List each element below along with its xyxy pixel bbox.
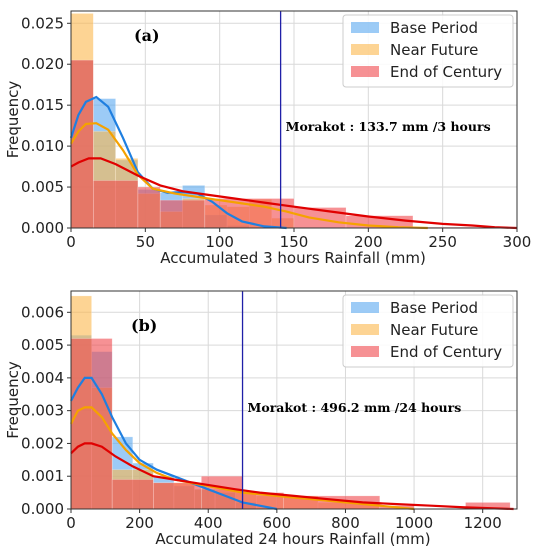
y-tick-label: 0.003 xyxy=(21,402,64,420)
x-tick-label: 300 xyxy=(503,233,532,251)
histogram-bar xyxy=(153,482,202,510)
legend-swatch xyxy=(351,324,379,335)
histogram-bar xyxy=(93,180,139,229)
panel-label: (a) xyxy=(134,26,160,45)
legend-label: Near Future xyxy=(390,41,478,59)
morakot-annotation: Morakot : 496.2 mm /24 hours xyxy=(248,400,462,415)
legend-frame xyxy=(342,14,514,88)
y-tick-label: 0.004 xyxy=(21,369,64,387)
histogram-bar xyxy=(159,199,206,229)
x-tick-label: 200 xyxy=(354,233,383,251)
legend-swatch xyxy=(351,44,379,55)
x-tick-label: 1000 xyxy=(395,514,433,532)
y-axis-label: Frequency xyxy=(4,361,22,439)
y-tick-label: 0.006 xyxy=(21,303,64,321)
y-tick-label: 0.000 xyxy=(21,219,64,237)
legend-label: Base Period xyxy=(390,299,478,317)
legend: Base Period Near Future End of Century xyxy=(342,14,514,88)
x-tick-label: 600 xyxy=(263,514,292,532)
y-tick-label: 0.025 xyxy=(21,14,64,32)
x-tick-label: 200 xyxy=(125,514,154,532)
y-tick-label: 0.002 xyxy=(21,434,64,452)
chart-panel-b: 0 200 400 600 800 1000 1200 0.000 0.001 0.002 0.00… xyxy=(4,290,518,548)
y-tick-label: 0.005 xyxy=(21,178,64,196)
x-tick-label: 250 xyxy=(428,233,457,251)
y-tick-label: 0.005 xyxy=(21,336,64,354)
histogram-bar xyxy=(111,479,154,510)
x-tick-label: 100 xyxy=(205,233,234,251)
legend-frame xyxy=(342,294,514,368)
x-tick-label: 0 xyxy=(66,233,76,251)
morakot-annotation: Morakot : 133.7 mm /3 hours xyxy=(286,119,491,134)
legend-label: End of Century xyxy=(390,343,502,361)
x-tick-label: 0 xyxy=(66,514,76,532)
y-tick-label: 0.015 xyxy=(21,96,64,114)
x-tick-label: 800 xyxy=(331,514,360,532)
histogram-bar xyxy=(137,186,161,229)
legend-swatch xyxy=(351,22,379,33)
x-axis-label: Accumulated 24 hours Rainfall (mm) xyxy=(155,530,430,548)
x-tick-label: 50 xyxy=(136,233,155,251)
axes-frame xyxy=(70,290,518,510)
x-tick-label: 150 xyxy=(280,233,309,251)
legend-label: Near Future xyxy=(390,321,478,339)
legend: Base Period Near Future End of Century xyxy=(342,294,514,368)
legend-swatch xyxy=(351,302,379,313)
legend-label: End of Century xyxy=(390,63,502,81)
histogram-bar xyxy=(70,59,94,229)
y-tick-label: 0.010 xyxy=(21,137,64,155)
histogram-bar xyxy=(201,475,243,510)
chart-panel-a: 0 50 100 150 200 250 300 0.000 0.005 0.010 0.015 0.… xyxy=(4,10,532,267)
kde-line xyxy=(70,157,518,230)
y-tick-label: 0.000 xyxy=(21,500,64,518)
x-tick-label: 1200 xyxy=(464,514,502,532)
kde-line xyxy=(70,122,428,230)
kde-line xyxy=(70,442,514,511)
legend-swatch xyxy=(351,346,379,357)
legend-swatch xyxy=(351,66,379,77)
y-tick-label: 0.020 xyxy=(21,55,64,73)
kde-line xyxy=(70,376,278,511)
legend-label: Base Period xyxy=(390,19,478,37)
y-axis-label: Frequency xyxy=(4,81,22,159)
x-axis-label: Accumulated 3 hours Rainfall (mm) xyxy=(160,249,426,267)
y-tick-label: 0.001 xyxy=(21,467,64,485)
panel-label: (b) xyxy=(131,316,157,335)
x-tick-label: 400 xyxy=(194,514,223,532)
